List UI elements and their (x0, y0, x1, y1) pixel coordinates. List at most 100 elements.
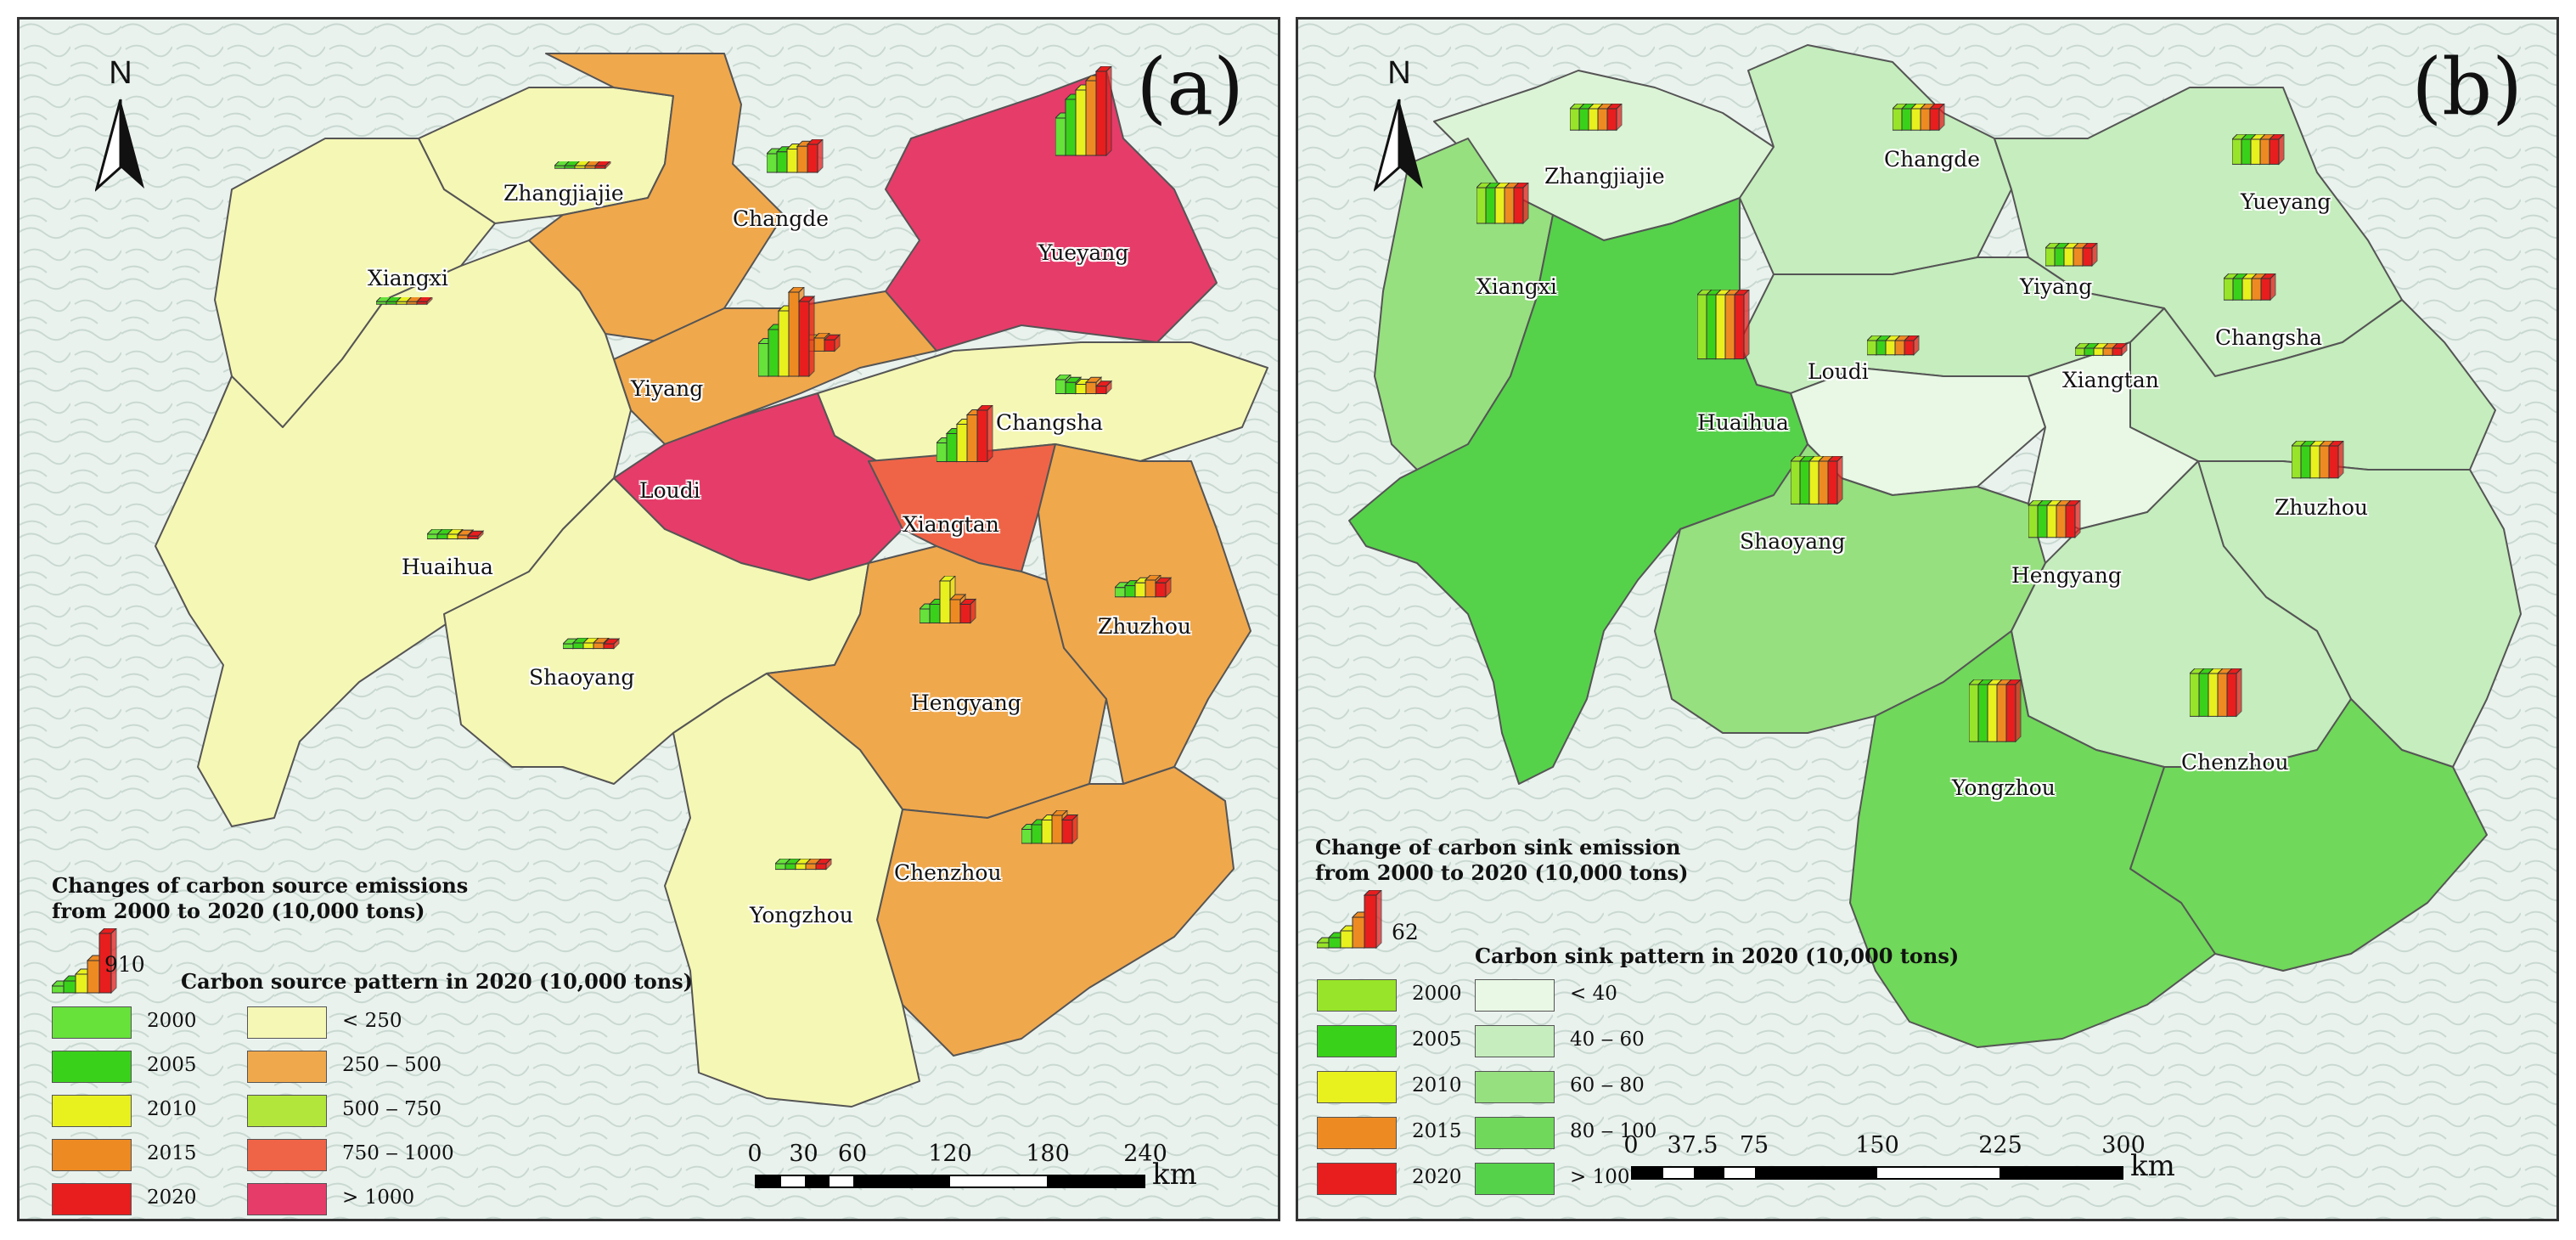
bar (63, 980, 76, 994)
legend-label: 60 ‒ 80 (1570, 1074, 1645, 1096)
bar (1065, 381, 1077, 394)
bar (2189, 673, 2200, 717)
bar-chart-hengyang (2027, 499, 2082, 543)
scale-segment (805, 1176, 830, 1186)
legend-label: 40 ‒ 60 (1570, 1029, 1645, 1051)
legend-label: 2010 (147, 1098, 197, 1120)
bar (2260, 278, 2271, 301)
city-label-xiangxi: Xiangxi (1476, 274, 1557, 299)
bar (75, 973, 88, 994)
change-legend-bars-b (1315, 888, 1383, 953)
bar (1055, 379, 1066, 394)
bar (2241, 278, 2253, 301)
legend-swatch (247, 1139, 327, 1171)
city-label-chenzhou: Chenzhou (2181, 750, 2289, 775)
bar-chart-xiangtan (935, 403, 994, 467)
bar (1885, 340, 1896, 356)
bar (2028, 504, 2039, 538)
scale-tick: 180 (1026, 1141, 1070, 1167)
change-legend-max-a: 910 (104, 952, 145, 977)
city-label-yiyang: Yiyang (631, 376, 704, 401)
bar (1876, 340, 1887, 356)
scale-segments (755, 1175, 1145, 1188)
bar-side (987, 403, 993, 463)
scale-segment (1724, 1168, 1755, 1178)
bar (1578, 108, 1589, 131)
legend-label: 2020 (1412, 1166, 1462, 1188)
bar (396, 301, 408, 305)
change-legend-title-a-1: Changes of carbon source emissions (52, 873, 469, 898)
panel-a: (a) N Zhangjiajie Changde Yueyang Xiangxi Yi… (17, 17, 1280, 1221)
bar (1569, 108, 1580, 131)
bar (1485, 187, 1496, 224)
bar (2073, 247, 2084, 267)
bar (593, 642, 605, 649)
bar (1606, 108, 1617, 131)
bar (1328, 937, 1341, 949)
bar (2319, 445, 2330, 479)
bar (1075, 89, 1087, 156)
legend-label: 80 ‒ 100 (1570, 1120, 1657, 1142)
bar (1114, 587, 1126, 598)
bar-chart-yongzhou (773, 857, 833, 874)
bar (416, 301, 428, 305)
scale-tick: 60 (837, 1141, 868, 1167)
bar (2223, 278, 2234, 301)
bar (2102, 347, 2113, 356)
legend-swatch (52, 1139, 132, 1171)
scale-segment (1663, 1168, 1694, 1178)
bar (2259, 138, 2270, 165)
bar (1866, 340, 1877, 356)
city-label-changsha: Changsha (996, 410, 1104, 435)
bar (603, 643, 615, 649)
scale-segment (1999, 1168, 2122, 1178)
bar (2231, 138, 2242, 165)
bar (1904, 340, 1915, 356)
scale-segment (1877, 1168, 1999, 1178)
legend-swatch (52, 1006, 132, 1039)
scale-segments (1631, 1166, 2123, 1180)
bar (785, 863, 796, 870)
legend-label: 2015 (1412, 1120, 1462, 1142)
legend-label: 2015 (147, 1142, 197, 1164)
north-label-a: N (109, 55, 132, 91)
bar-chart-huaihua (1696, 289, 1751, 364)
bar (1818, 460, 1829, 504)
city-label-zhuzhou: Zhuzhou (1098, 614, 1191, 639)
panel-label-b: (b) (2411, 42, 2523, 132)
bar-chart-loudi (756, 285, 816, 381)
bar-side (2015, 678, 2022, 743)
bar (795, 863, 807, 870)
bar-chart-zhangjiajie (553, 157, 612, 173)
scale-segment (853, 1176, 950, 1186)
legend-swatch (52, 1183, 132, 1215)
north-arrow-b: N (1370, 55, 1429, 200)
bar-chart-shaoyang (561, 636, 621, 653)
scale-tick: 240 (1123, 1141, 1167, 1167)
scale-segment (1047, 1176, 1144, 1186)
bar (51, 985, 65, 994)
bar (1155, 582, 1167, 598)
bar-side (808, 295, 815, 378)
bar (2208, 673, 2219, 717)
scale-tick: 150 (1855, 1132, 1899, 1158)
bar (768, 329, 779, 377)
scale-segment (950, 1176, 1047, 1186)
bar (1134, 582, 1146, 598)
bar (2309, 445, 2320, 479)
bar (1095, 70, 1107, 156)
bar-side (1522, 181, 1529, 225)
bar (2044, 247, 2056, 267)
bar (1055, 117, 1066, 156)
city-label-chenzhou: Chenzhou (894, 860, 1002, 885)
bar (786, 149, 798, 173)
bar-chart-zhuzhou (2290, 439, 2345, 483)
legend-label: 2005 (147, 1054, 197, 1076)
bar-chart-changsha (1054, 373, 1113, 399)
bar (776, 151, 788, 173)
bar (949, 599, 961, 623)
bar (1894, 340, 1905, 356)
bar (1808, 460, 1820, 504)
bar (1715, 294, 1726, 360)
city-label-zhuzhou: Zhuzhou (2275, 495, 2368, 520)
